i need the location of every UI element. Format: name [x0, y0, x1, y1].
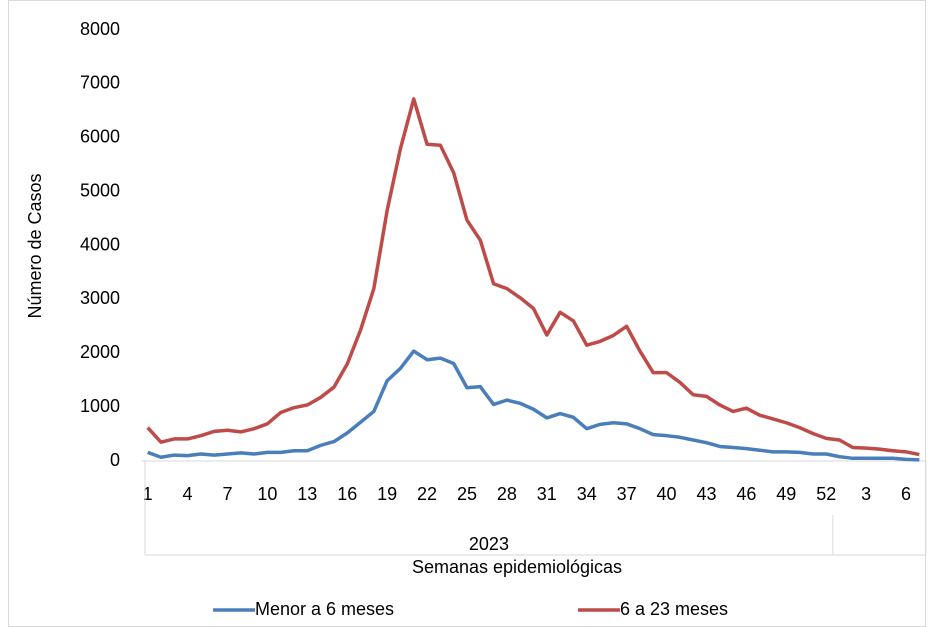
y-axis-title: Número de Casos: [25, 173, 45, 318]
x-tick-label: 31: [537, 484, 557, 504]
y-tick-label: 7000: [80, 73, 120, 93]
x-tick-label: 10: [257, 484, 277, 504]
x-axis-title: Semanas epidemiológicas: [412, 557, 622, 577]
x-tick-label: 43: [696, 484, 716, 504]
y-tick-label: 6000: [80, 127, 120, 147]
x-tick-label: 25: [457, 484, 477, 504]
chart-border: [8, 0, 926, 627]
y-tick-label: 8000: [80, 19, 120, 39]
y-tick-label: 5000: [80, 180, 120, 200]
legend-label: 6 a 23 meses: [620, 599, 728, 619]
y-tick-label: 2000: [80, 342, 120, 362]
x-tick-label: 46: [736, 484, 756, 504]
x-tick-label: 1: [143, 484, 153, 504]
x-tick-label: 22: [417, 484, 437, 504]
x-tick-label: 4: [183, 484, 193, 504]
y-tick-label: 3000: [80, 288, 120, 308]
data-line: [146, 97, 920, 457]
x-group-label: 2023: [469, 534, 509, 554]
x-tick-label: 37: [617, 484, 637, 504]
x-tick-label: 3: [861, 484, 871, 504]
x-tick-label: 49: [776, 484, 796, 504]
x-tick-label: 7: [222, 484, 232, 504]
x-tick-label: 52: [816, 484, 836, 504]
legend-label: Menor a 6 meses: [255, 599, 394, 619]
x-tick-label: 13: [297, 484, 317, 504]
x-tick-label: 40: [657, 484, 677, 504]
x-tick-label: 19: [377, 484, 397, 504]
y-tick-label: 0: [110, 450, 120, 470]
x-tick-label: 34: [577, 484, 597, 504]
x-tick-label: 28: [497, 484, 517, 504]
x-tick-label: 6: [901, 484, 911, 504]
y-tick-label: 4000: [80, 234, 120, 254]
data-line: [147, 349, 920, 462]
x-tick-label: 16: [337, 484, 357, 504]
y-tick-label: 1000: [80, 396, 120, 416]
